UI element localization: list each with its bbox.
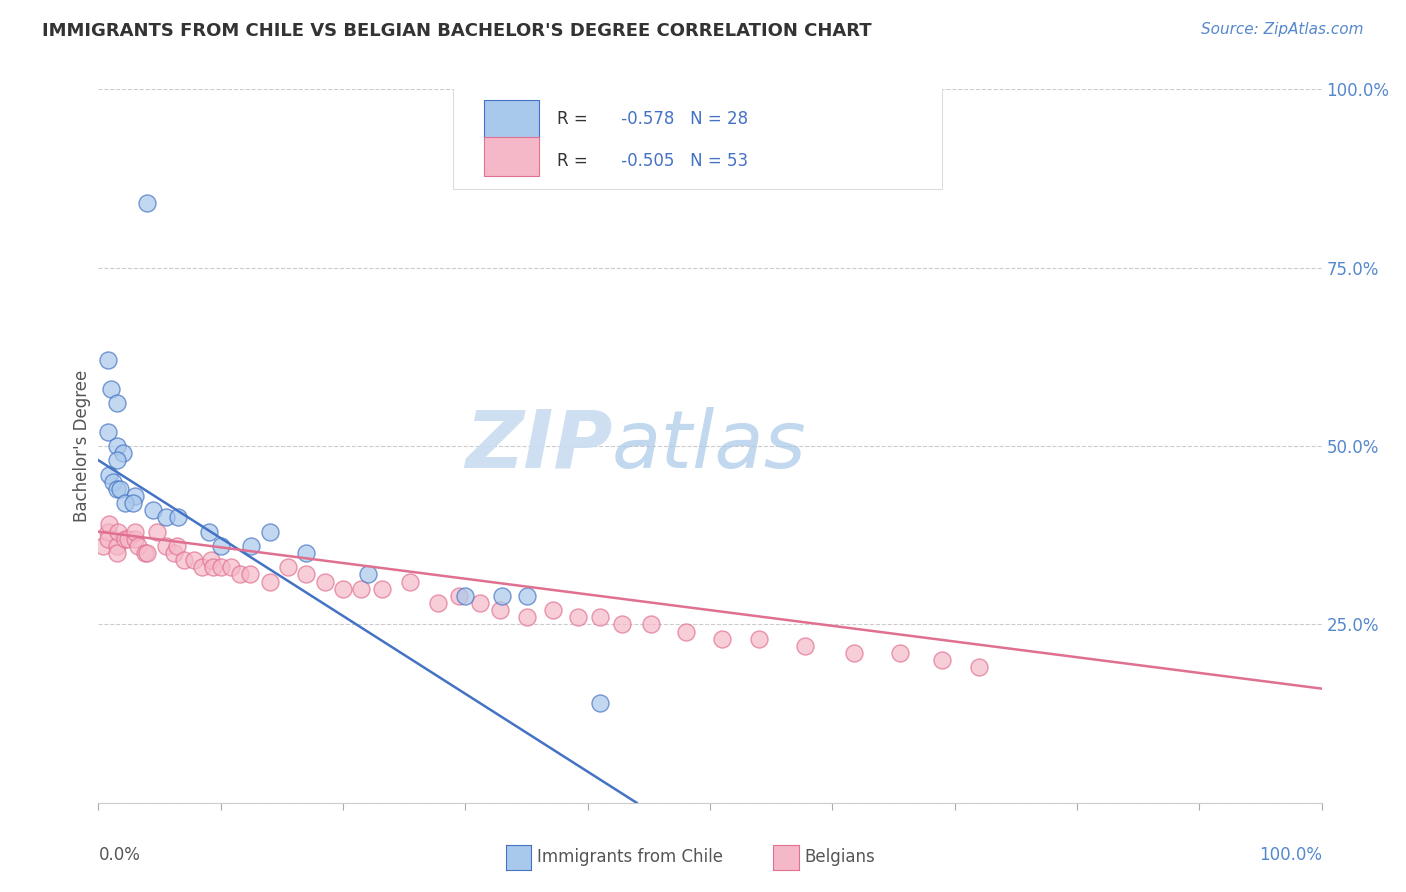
Point [105, 439, 128, 453]
Point [97, 532, 120, 546]
Point [98, 517, 121, 532]
Point [124, 489, 146, 503]
Point [105, 396, 128, 410]
Point [640, 617, 662, 632]
Point [142, 503, 165, 517]
Text: Belgians: Belgians [804, 848, 875, 866]
Point [449, 589, 471, 603]
Point [209, 560, 232, 574]
Point [794, 639, 817, 653]
Point [889, 646, 911, 660]
Text: ZIP: ZIP [465, 407, 612, 485]
Point [610, 617, 633, 632]
Text: Immigrants from Chile: Immigrants from Chile [537, 848, 723, 866]
Point [277, 560, 299, 574]
Point [219, 560, 242, 574]
Text: R =: R = [557, 111, 593, 128]
Point [454, 589, 477, 603]
Point [127, 539, 149, 553]
Point [202, 560, 225, 574]
Point [589, 696, 612, 710]
Point [110, 482, 132, 496]
Point [167, 510, 190, 524]
Point [844, 646, 866, 660]
Point [155, 510, 177, 524]
Point [515, 589, 537, 603]
Point [107, 524, 129, 539]
Point [105, 546, 128, 560]
Point [91, 539, 114, 553]
Point [209, 539, 232, 553]
Point [427, 596, 450, 610]
Point [567, 610, 589, 624]
Text: -0.505   N = 53: -0.505 N = 53 [616, 152, 748, 169]
FancyBboxPatch shape [484, 137, 538, 177]
Point [117, 532, 139, 546]
Point [748, 632, 770, 646]
Point [399, 574, 422, 589]
Point [166, 539, 188, 553]
Point [114, 496, 136, 510]
Point [491, 589, 513, 603]
Point [114, 532, 136, 546]
Point [163, 546, 186, 560]
Point [931, 653, 953, 667]
Point [239, 567, 262, 582]
Point [259, 524, 281, 539]
Text: atlas: atlas [612, 407, 807, 485]
Text: -0.578   N = 28: -0.578 N = 28 [616, 111, 748, 128]
Point [200, 553, 222, 567]
Y-axis label: Bachelor's Degree: Bachelor's Degree [73, 370, 91, 522]
Point [136, 196, 159, 211]
Point [543, 603, 565, 617]
Point [675, 624, 697, 639]
Point [356, 567, 378, 582]
Point [314, 574, 336, 589]
Point [191, 560, 214, 574]
Point [136, 546, 159, 560]
Point [332, 582, 354, 596]
Point [183, 553, 205, 567]
Point [121, 496, 143, 510]
Point [468, 596, 491, 610]
Point [155, 539, 177, 553]
Point [97, 353, 120, 368]
Text: Source: ZipAtlas.com: Source: ZipAtlas.com [1201, 22, 1364, 37]
Point [488, 603, 510, 617]
Point [240, 539, 263, 553]
Point [111, 446, 134, 460]
Point [515, 610, 537, 624]
Point [105, 453, 128, 467]
Point [197, 524, 219, 539]
Text: R =: R = [557, 152, 593, 169]
Point [295, 546, 318, 560]
Point [589, 610, 612, 624]
Text: IMMIGRANTS FROM CHILE VS BELGIAN BACHELOR'S DEGREE CORRELATION CHART: IMMIGRANTS FROM CHILE VS BELGIAN BACHELO… [42, 22, 872, 40]
Point [229, 567, 252, 582]
Point [711, 632, 734, 646]
Point [295, 567, 318, 582]
Point [105, 539, 128, 553]
Point [105, 482, 128, 496]
Point [124, 532, 146, 546]
FancyBboxPatch shape [453, 82, 942, 189]
Text: 0.0%: 0.0% [98, 846, 141, 863]
FancyBboxPatch shape [484, 100, 538, 139]
Point [146, 524, 169, 539]
Point [101, 475, 124, 489]
Point [371, 582, 394, 596]
Point [967, 660, 990, 674]
Point [98, 467, 121, 482]
Point [124, 524, 146, 539]
Point [350, 582, 373, 596]
Text: 100.0%: 100.0% [1258, 846, 1322, 863]
Point [259, 574, 281, 589]
Point [97, 524, 120, 539]
Point [97, 425, 120, 439]
Point [100, 382, 122, 396]
Point [134, 546, 156, 560]
Point [173, 553, 195, 567]
